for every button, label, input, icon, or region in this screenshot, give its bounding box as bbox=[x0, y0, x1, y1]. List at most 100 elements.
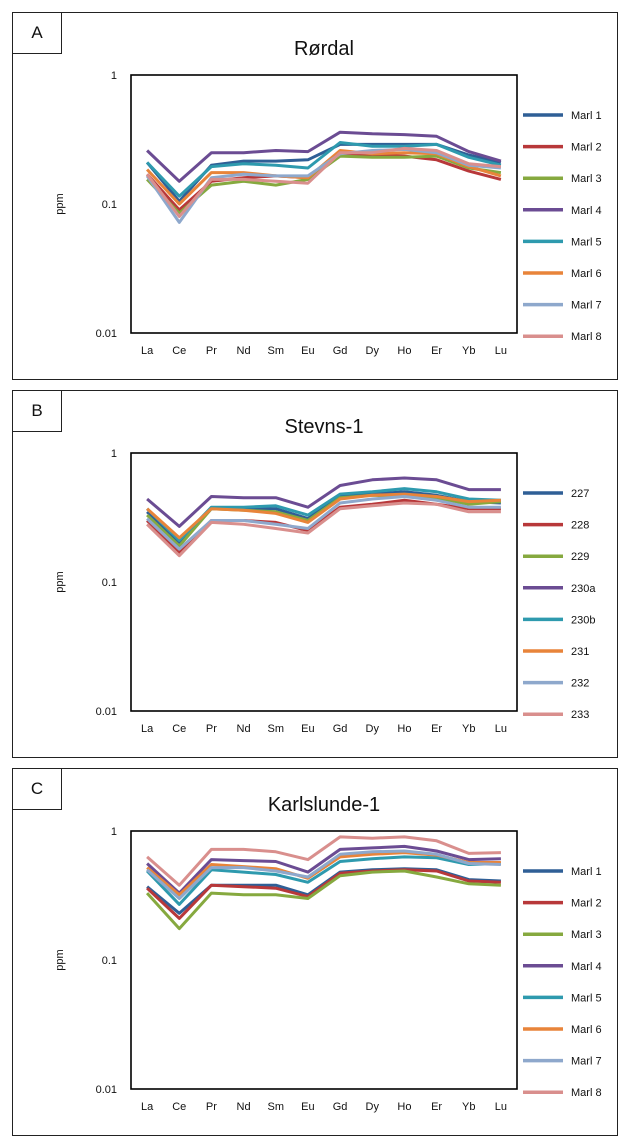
series-line bbox=[146, 130, 502, 183]
series-line bbox=[146, 495, 501, 551]
series-line bbox=[146, 476, 501, 528]
y-tick-label: 0.1 bbox=[102, 577, 117, 589]
legend-label: Marl 3 bbox=[571, 173, 602, 185]
series-line bbox=[146, 835, 501, 887]
x-tick-label: Pr bbox=[206, 345, 217, 357]
x-tick-label: Ho bbox=[397, 723, 411, 735]
panel-b: B Stevns-1 ppm 1 0.1 0.01 La Ce Pr Nd Sm Eu Gd Dy Ho E… bbox=[12, 390, 618, 758]
x-tick-label: Yb bbox=[462, 345, 475, 357]
legend-label: 228 bbox=[571, 520, 589, 532]
panel-letter-c: C bbox=[12, 768, 62, 810]
legend-label: 230b bbox=[571, 614, 595, 626]
x-tick-label: Eu bbox=[301, 1101, 314, 1113]
plot-area bbox=[130, 74, 518, 334]
x-tick-label: Ce bbox=[172, 723, 186, 735]
x-tick-label: Sm bbox=[268, 1101, 285, 1113]
legend-label: Marl 5 bbox=[571, 236, 602, 248]
x-tick-label: Ce bbox=[172, 1101, 186, 1113]
legend-label: 230a bbox=[571, 583, 596, 595]
legend-label: 229 bbox=[571, 551, 589, 563]
x-tick-label: Lu bbox=[495, 1101, 507, 1113]
x-tick-label: Dy bbox=[366, 345, 380, 357]
legend-label: Marl 1 bbox=[571, 110, 602, 122]
legend-label: Marl 4 bbox=[571, 961, 602, 973]
x-tick-label: La bbox=[141, 723, 154, 735]
y-axis-label: ppm bbox=[54, 193, 66, 214]
x-tick-label: Nd bbox=[237, 345, 251, 357]
x-tick-label: Lu bbox=[495, 723, 507, 735]
legend-label: Marl 4 bbox=[571, 205, 602, 217]
legend-label: 233 bbox=[571, 709, 589, 721]
series-line bbox=[146, 868, 501, 920]
x-tick-label: Er bbox=[431, 1101, 442, 1113]
x-tick-label: Nd bbox=[237, 1101, 251, 1113]
x-tick-label: Ho bbox=[397, 1101, 411, 1113]
plot-area bbox=[130, 830, 518, 1090]
panel-letter-b: B bbox=[12, 390, 62, 432]
legend-label: Marl 7 bbox=[571, 1056, 602, 1068]
y-tick-label: 0.01 bbox=[96, 328, 117, 340]
y-tick-label: 0.01 bbox=[96, 706, 117, 718]
x-tick-label: Pr bbox=[206, 723, 217, 735]
legend-label: Marl 8 bbox=[571, 1087, 602, 1099]
x-tick-label: Ce bbox=[172, 345, 186, 357]
y-tick-label: 0.1 bbox=[102, 199, 117, 211]
x-tick-label: Er bbox=[431, 723, 442, 735]
legend-label: Marl 7 bbox=[571, 300, 602, 312]
x-tick-label: Dy bbox=[366, 723, 380, 735]
series-line bbox=[146, 492, 501, 540]
series-line bbox=[145, 146, 502, 218]
x-tick-label: La bbox=[141, 345, 154, 357]
y-tick-label: 0.01 bbox=[96, 1084, 117, 1096]
x-tick-label: Ho bbox=[397, 345, 411, 357]
x-tick-label: Gd bbox=[333, 345, 348, 357]
x-tick-label: Gd bbox=[333, 1101, 348, 1113]
chart-karlslunde: Karlslunde-1 ppm 1 0.1 0.01 La Ce Pr Nd Sm Eu Gd Dy H… bbox=[54, 794, 602, 1113]
x-tick-label: Er bbox=[431, 345, 442, 357]
legend-label: Marl 6 bbox=[571, 268, 602, 280]
chart-rordal: Rørdal ppm 1 0.1 0.01 La Ce Pr Nd Sm Eu Gd Dy Ho Er Yb L… bbox=[54, 38, 602, 357]
series-line bbox=[146, 501, 501, 558]
legend-label: Marl 5 bbox=[571, 992, 602, 1004]
legend-label: 227 bbox=[571, 488, 589, 500]
legend-label: 231 bbox=[571, 646, 589, 658]
chart-title: Stevns-1 bbox=[285, 416, 364, 438]
x-tick-label: La bbox=[141, 1101, 154, 1113]
series-line bbox=[145, 869, 501, 931]
x-tick-label: Pr bbox=[206, 1101, 217, 1113]
legend-label: Marl 1 bbox=[571, 866, 602, 878]
legend-label: Marl 2 bbox=[571, 898, 602, 910]
y-tick-label: 1 bbox=[111, 70, 117, 82]
x-tick-label: Sm bbox=[268, 345, 285, 357]
y-axis-label: ppm bbox=[54, 571, 66, 592]
panel-c: C Karlslunde-1 ppm 1 0.1 0.01 La Ce Pr Nd Sm Eu Gd D… bbox=[12, 768, 618, 1136]
series-line bbox=[146, 844, 501, 895]
x-tick-label: Dy bbox=[366, 1101, 380, 1113]
y-tick-label: 1 bbox=[111, 826, 117, 838]
y-axis-label: ppm bbox=[54, 949, 66, 970]
x-tick-label: Yb bbox=[462, 723, 475, 735]
series-line bbox=[146, 849, 501, 900]
chart-stevns: Stevns-1 ppm 1 0.1 0.01 La Ce Pr Nd Sm Eu Gd Dy Ho Er Y… bbox=[54, 416, 596, 735]
series-line bbox=[146, 855, 501, 906]
x-tick-label: Gd bbox=[333, 723, 348, 735]
legend-label: Marl 8 bbox=[571, 331, 602, 343]
y-tick-label: 0.1 bbox=[102, 955, 117, 967]
legend-label: Marl 2 bbox=[571, 142, 602, 154]
x-tick-label: Lu bbox=[495, 345, 507, 357]
panel-a: A Rørdal ppm 1 0.1 0.01 La Ce Pr Nd Sm Eu Gd Dy Ho Er Y… bbox=[12, 12, 618, 380]
x-tick-label: Eu bbox=[301, 723, 314, 735]
x-tick-label: Eu bbox=[301, 345, 314, 357]
plot-area bbox=[130, 452, 518, 712]
chart-title: Rørdal bbox=[294, 38, 354, 60]
legend-label: 232 bbox=[571, 678, 589, 690]
x-tick-label: Sm bbox=[268, 723, 285, 735]
legend-label: Marl 6 bbox=[571, 1024, 602, 1036]
x-tick-label: Nd bbox=[237, 723, 251, 735]
x-tick-label: Yb bbox=[462, 1101, 475, 1113]
y-tick-label: 1 bbox=[111, 448, 117, 460]
series-line bbox=[146, 141, 502, 198]
legend-label: Marl 3 bbox=[571, 929, 602, 941]
chart-title: Karlslunde-1 bbox=[268, 794, 380, 816]
panel-letter-a: A bbox=[12, 12, 62, 54]
